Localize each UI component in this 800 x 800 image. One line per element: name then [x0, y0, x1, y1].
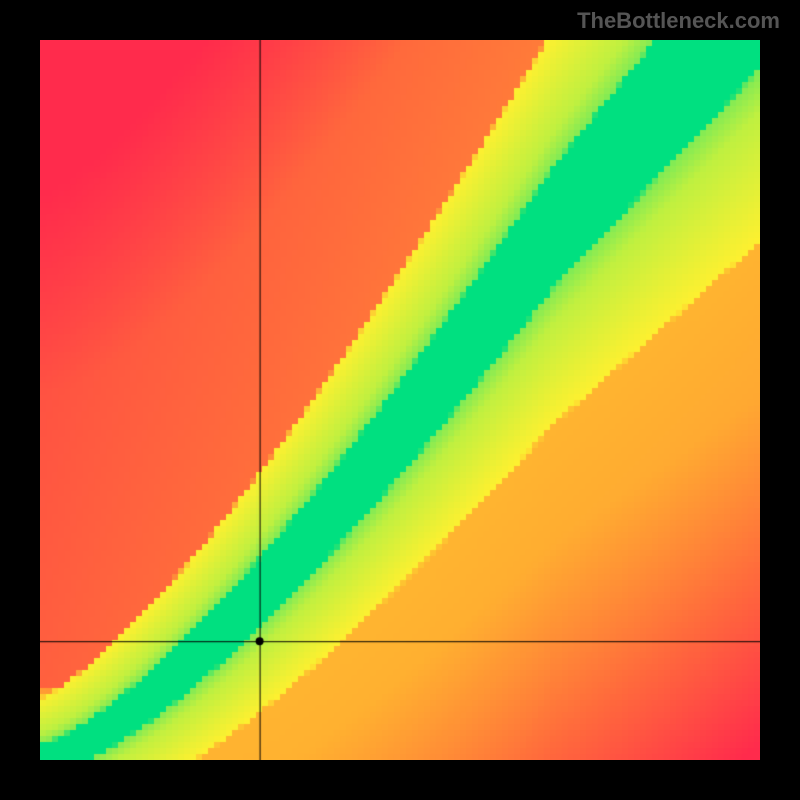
- heatmap-canvas: [40, 40, 760, 760]
- watermark-text: TheBottleneck.com: [577, 8, 780, 34]
- heatmap-plot: [40, 40, 760, 760]
